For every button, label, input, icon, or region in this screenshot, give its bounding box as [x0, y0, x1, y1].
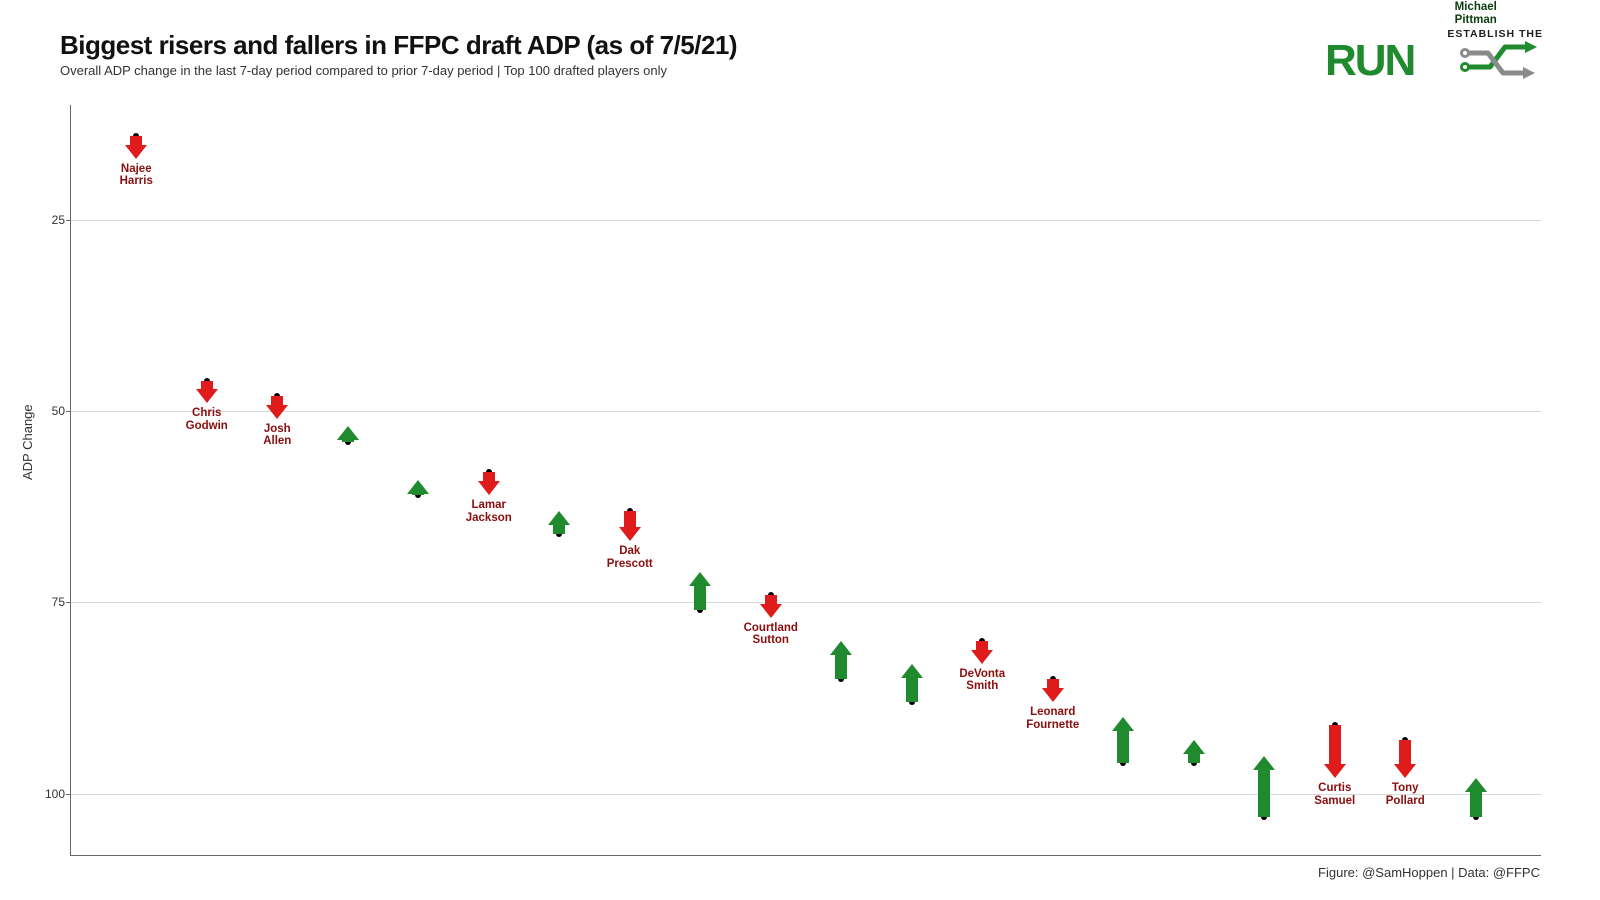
- player-label: Lamar Jackson: [466, 499, 512, 524]
- arrow-shaft: [835, 655, 847, 679]
- arrow-shaft: [694, 586, 706, 610]
- arrowhead-up-icon: [548, 511, 570, 525]
- arrowhead-down-icon: [196, 389, 218, 403]
- player-label: Leonard Fournette: [1026, 706, 1079, 731]
- player-arrow: Zack Moss: [1263, 105, 1265, 107]
- arrow-shaft: [624, 511, 636, 528]
- player-arrow: Leonard Fournette: [1052, 105, 1054, 107]
- arrowhead-up-icon: [1183, 740, 1205, 754]
- player-label: Zack Moss: [1250, 0, 1279, 4]
- ytick-label: 25: [52, 213, 65, 227]
- arrow-shaft: [1470, 792, 1482, 816]
- arrow-shaft: [1258, 770, 1270, 817]
- player-arrow: Tee Higgins: [417, 105, 419, 107]
- gridline: [71, 602, 1541, 603]
- arrow-shaft: [1329, 725, 1341, 765]
- player-arrow: James Robinson: [699, 105, 701, 107]
- gridline: [71, 411, 1541, 412]
- player-arrow: Chris Godwin: [206, 105, 208, 107]
- logo-svg: ESTABLISH THE RUN: [1325, 25, 1545, 81]
- player-label: DeVonta Smith: [959, 668, 1005, 693]
- arrowhead-down-icon: [266, 405, 288, 419]
- credit-line: Figure: @SamHoppen | Data: @FFPC: [1318, 865, 1540, 880]
- arrowhead-up-icon: [830, 641, 852, 655]
- arrow-shaft: [271, 396, 283, 405]
- arrowhead-up-icon: [407, 480, 429, 494]
- arrow-shaft: [906, 678, 918, 702]
- player-arrow: Trey Sermon: [558, 105, 560, 107]
- arrowhead-up-icon: [1253, 756, 1275, 770]
- arrow-shaft: [1399, 740, 1411, 764]
- ytick-mark: [66, 411, 71, 412]
- arrowhead-down-icon: [1394, 764, 1416, 778]
- arrowhead-up-icon: [337, 426, 359, 440]
- player-label: Najee Harris: [120, 163, 153, 188]
- player-arrow: James Conner: [1193, 105, 1195, 107]
- player-label: Dak Prescott: [607, 545, 653, 570]
- arrow-shaft: [1117, 731, 1129, 763]
- player-arrow: Russell Wilson: [840, 105, 842, 107]
- player-label: Courtland Sutton: [744, 622, 798, 647]
- chart-container: Biggest risers and fallers in FFPC draft…: [0, 0, 1600, 900]
- arrowhead-up-icon: [1112, 717, 1134, 731]
- player-arrow: DeVonta Smith: [981, 105, 983, 107]
- y-axis-label: ADP Change: [20, 404, 35, 480]
- arrowhead-up-icon: [689, 572, 711, 586]
- ytick-label: 50: [52, 404, 65, 418]
- chart-subtitle: Overall ADP change in the last 7-day per…: [60, 63, 737, 78]
- logo: ESTABLISH THE RUN: [1325, 25, 1545, 86]
- player-label: Chris Godwin: [186, 407, 228, 432]
- ytick-mark: [66, 794, 71, 795]
- player-arrow: Najee Harris: [135, 105, 137, 107]
- arrowhead-down-icon: [760, 604, 782, 618]
- player-label: Tony Pollard: [1386, 782, 1425, 807]
- player-label: Michael Pittman: [1455, 1, 1497, 26]
- arrow-shaft: [765, 595, 777, 604]
- arrow-shaft: [976, 641, 988, 650]
- plot-area: 255075100Najee HarrisChris GodwinJosh Al…: [70, 105, 1541, 856]
- arrow-shaft: [342, 440, 354, 441]
- player-arrow: Melvin Gordon: [911, 105, 913, 107]
- arrow-shaft: [412, 494, 424, 495]
- arrow-shaft: [553, 525, 565, 534]
- ytick-mark: [66, 602, 71, 603]
- player-arrow: Tony Pollard: [1404, 105, 1406, 107]
- arrowhead-down-icon: [1324, 764, 1346, 778]
- logo-main-text: RUN: [1325, 36, 1414, 81]
- player-arrow: Javonte Williams: [347, 105, 349, 107]
- arrow-shaft: [483, 472, 495, 481]
- player-arrow: Damien Harris: [1122, 105, 1124, 107]
- ytick-label: 75: [52, 595, 65, 609]
- arrowhead-down-icon: [971, 650, 993, 664]
- title-block: Biggest risers and fallers in FFPC draft…: [60, 30, 737, 78]
- player-arrow: Lamar Jackson: [488, 105, 490, 107]
- ytick-label: 100: [45, 787, 65, 801]
- gridline: [71, 220, 1541, 221]
- logo-arrows-icon: [1462, 41, 1538, 79]
- arrow-shaft: [201, 381, 213, 390]
- player-label: Curtis Samuel: [1314, 782, 1355, 807]
- logo-top-text: ESTABLISH THE: [1447, 28, 1543, 40]
- arrowhead-down-icon: [619, 527, 641, 541]
- chart-title: Biggest risers and fallers in FFPC draft…: [60, 30, 737, 61]
- player-arrow: Curtis Samuel: [1334, 105, 1336, 107]
- player-arrow: Courtland Sutton: [770, 105, 772, 107]
- ytick-mark: [66, 220, 71, 221]
- arrow-shaft: [130, 136, 142, 145]
- player-label: Josh Allen: [263, 423, 291, 448]
- arrow-shaft: [1047, 679, 1059, 688]
- arrowhead-up-icon: [901, 664, 923, 678]
- arrowhead-down-icon: [1042, 688, 1064, 702]
- player-arrow: Michael Pittman: [1475, 105, 1477, 107]
- arrowhead-down-icon: [478, 481, 500, 495]
- arrowhead-down-icon: [125, 145, 147, 159]
- player-arrow: Josh Allen: [276, 105, 278, 107]
- arrowhead-up-icon: [1465, 778, 1487, 792]
- player-arrow: Dak Prescott: [629, 105, 631, 107]
- arrow-shaft: [1188, 754, 1200, 763]
